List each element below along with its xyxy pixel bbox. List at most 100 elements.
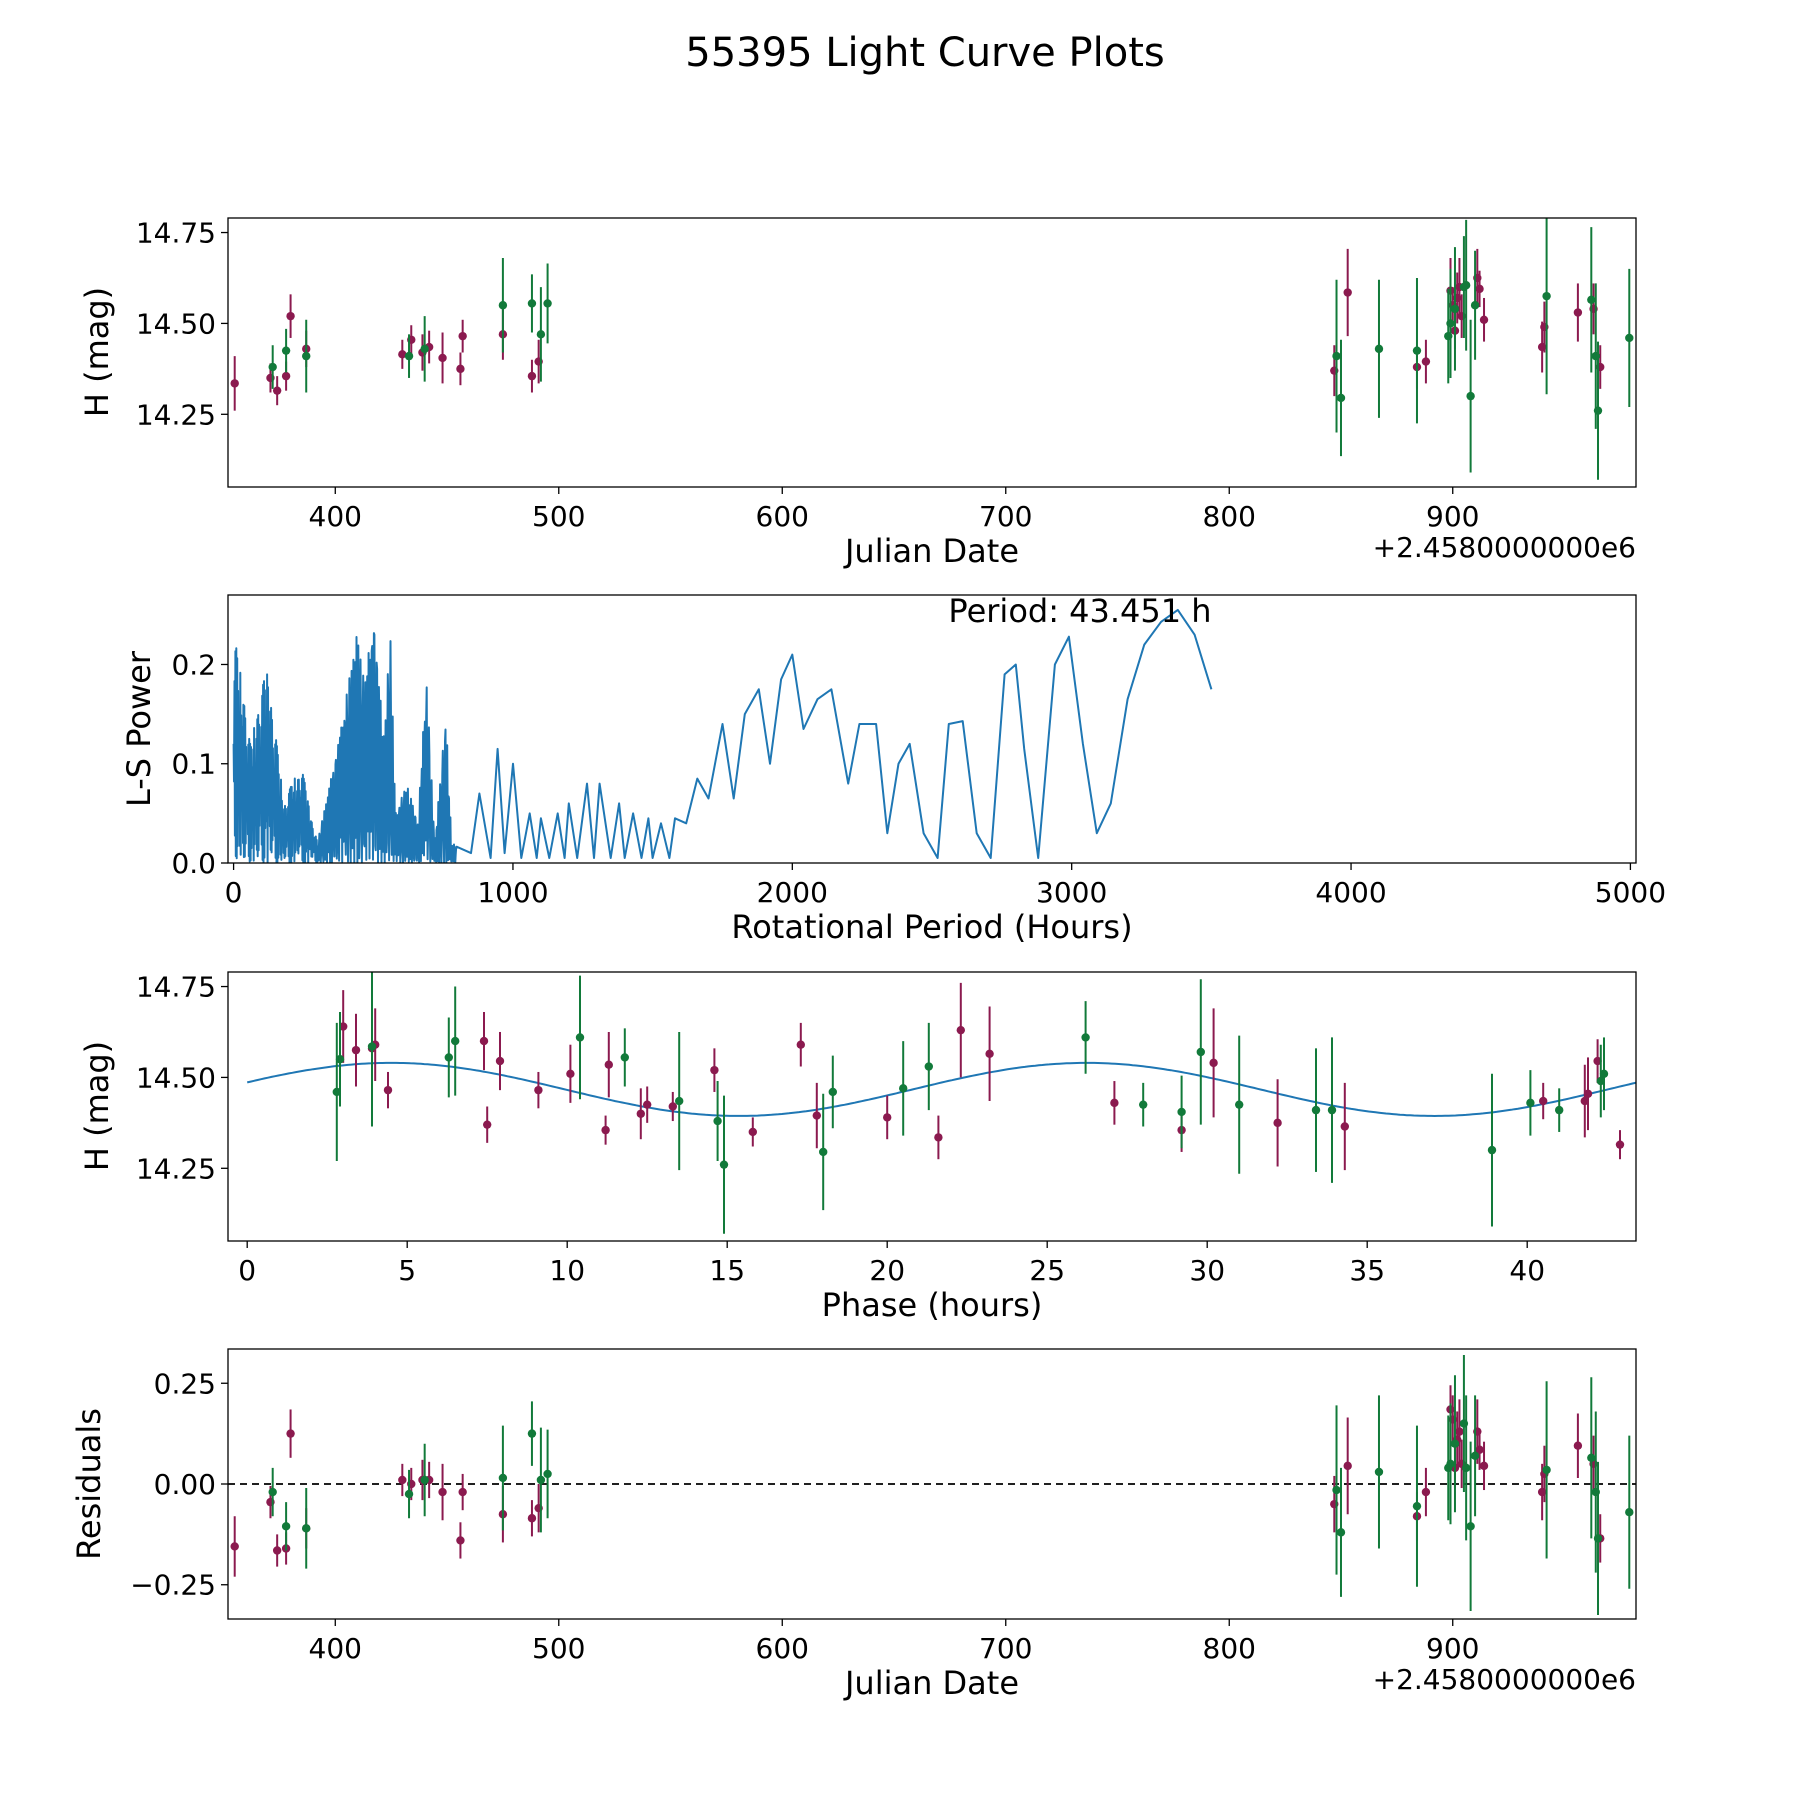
phase-fold-point-filter_b — [335, 1055, 345, 1064]
light-curve-point-filter_a — [281, 371, 291, 381]
light-curve-point-filter_b — [268, 362, 277, 372]
periodogram-x-tick-label: 3000 — [1036, 876, 1107, 909]
residuals-point-filter_b — [1461, 1463, 1471, 1473]
phase-fold-point-filter_b — [575, 1033, 585, 1042]
light-curve-axes-frame — [227, 217, 1637, 488]
residuals-point-filter_a — [1475, 1445, 1484, 1454]
residuals-point-filter_b — [1593, 1534, 1603, 1543]
light-curve-point-filter_a — [272, 386, 282, 395]
light-curve-point-filter_b — [1374, 344, 1384, 354]
phase-fold-x-tick-label: 5 — [398, 1254, 416, 1287]
residuals-y-label: Residuals — [70, 1408, 108, 1560]
residuals-point-filter_b — [302, 1524, 311, 1533]
residuals-point-filter_a — [456, 1536, 465, 1545]
phase-fold-point-filter_a — [956, 1025, 965, 1035]
phase-fold-ticks: 0 5 10 15 20 25 30 35 40 14.25 14.50 14.75 — [136, 971, 1545, 1287]
figure-title: 55395 Light Curve Plots — [685, 30, 1164, 76]
light-curve-point-filter_b — [543, 299, 552, 308]
residuals-point-filter_b — [1446, 1459, 1455, 1469]
phase-fold-point-filter_b — [1487, 1145, 1497, 1155]
phase-fold-point-filter_a — [1110, 1098, 1119, 1108]
light-curve-x-label: Julian Date — [843, 532, 1019, 570]
phase-fold-point-filter_a — [534, 1085, 543, 1095]
light-curve-panel: 400 500 600 700 800 900 14.25 14.50 14.75 Julian… — [78, 217, 1637, 570]
periodogram-x-tick-label: 5000 — [1595, 876, 1666, 909]
residuals-point-filter_b — [1470, 1451, 1480, 1460]
light-curve-point-filter_b — [1412, 346, 1422, 355]
phase-fold-point-filter_b — [713, 1116, 722, 1126]
residuals-data-layer — [228, 1355, 1636, 1615]
residuals-point-filter_a — [1421, 1487, 1431, 1497]
residuals-point-filter_b — [268, 1487, 277, 1497]
light-curve-point-filter_a — [1421, 357, 1431, 366]
phase-fold-x-tick-label: 40 — [1509, 1254, 1545, 1287]
light-curve-point-filter_b — [1450, 304, 1460, 314]
phase-fold-point-filter_a — [668, 1102, 677, 1111]
light-curve-point-filter_b — [281, 346, 291, 355]
residuals-point-filter_a — [438, 1487, 447, 1497]
light-curve-point-filter_b — [1470, 301, 1480, 310]
light-curve-x-tick-label: 800 — [1203, 500, 1256, 533]
light-curve-point-filter_b — [498, 301, 508, 310]
residuals-point-filter_b — [1336, 1528, 1346, 1537]
phase-fold-x-label: Phase (hours) — [822, 1286, 1043, 1324]
phase-fold-point-filter_a — [1273, 1118, 1282, 1128]
residuals-x-tick-label: 700 — [979, 1632, 1032, 1665]
phase-fold-model-curve — [246, 1061, 1636, 1118]
periodogram-y-tick-label: 0.1 — [171, 748, 216, 781]
light-curve-point-filter_a — [1475, 284, 1484, 294]
phase-fold-point-filter_b — [1235, 1100, 1244, 1109]
residuals-panel: 400 500 600 700 800 900 −0.25 0.00 0.25 Julian D… — [70, 1348, 1637, 1702]
residuals-point-filter_b — [1374, 1467, 1384, 1477]
phase-fold-point-filter_b — [1596, 1076, 1606, 1086]
residuals-x-tick-label: 900 — [1426, 1632, 1479, 1665]
light-curve-point-filter_a — [1343, 288, 1352, 297]
light-curve-point-filter_b — [1336, 393, 1346, 403]
residuals-point-filter_a — [1479, 1461, 1489, 1471]
light-curve-point-filter_b — [420, 344, 429, 354]
light-curve-point-filter_b — [527, 299, 537, 308]
periodogram-axes-frame — [227, 594, 1637, 864]
phase-fold-x-tick-label: 20 — [869, 1254, 905, 1287]
phase-fold-point-filter_a — [1539, 1096, 1548, 1106]
residuals-offset-text: +2.4580000000e6 — [1373, 1663, 1636, 1696]
light-curve-y-tick-label: 14.50 — [136, 307, 216, 340]
residuals-x-tick-label: 500 — [532, 1632, 585, 1665]
phase-fold-point-filter_b — [1139, 1100, 1148, 1109]
light-curve-point-filter_b — [1466, 391, 1475, 401]
phase-fold-point-filter_a — [710, 1065, 719, 1075]
residuals-point-filter_a — [1343, 1461, 1352, 1471]
phase-fold-point-filter_b — [819, 1147, 828, 1157]
phase-fold-point-filter_b — [367, 1042, 377, 1051]
phase-fold-point-filter_a — [812, 1111, 821, 1120]
residuals-point-filter_b — [281, 1522, 291, 1531]
phase-fold-point-filter_b — [1599, 1069, 1609, 1078]
light-curve-ticks: 400 500 600 700 800 900 14.25 14.50 14.75 — [136, 217, 1480, 533]
residuals-point-filter_b — [536, 1475, 546, 1485]
periodogram-ticks: 0 1000 2000 3000 4000 5000 0.0 0.1 0.2 — [171, 648, 1666, 909]
light-curve-point-filter_b — [1461, 281, 1471, 290]
residuals-point-filter_b — [498, 1473, 508, 1483]
phase-fold-point-filter_a — [483, 1120, 492, 1129]
residuals-point-filter_b — [1332, 1485, 1341, 1495]
phase-fold-data-layer — [246, 972, 1636, 1234]
phase-fold-point-filter_a — [985, 1049, 994, 1058]
light-curve-x-tick-label: 500 — [532, 500, 585, 533]
phase-fold-y-tick-label: 14.25 — [136, 1152, 216, 1185]
phase-fold-point-filter_a — [383, 1085, 393, 1095]
residuals-point-filter_b — [1450, 1439, 1460, 1448]
periodogram-x-tick-label: 4000 — [1315, 876, 1386, 909]
phase-fold-x-tick-label: 25 — [1029, 1254, 1065, 1287]
phase-fold-point-filter_b — [1196, 1047, 1206, 1057]
phase-fold-point-filter_b — [675, 1096, 684, 1106]
light-curve-point-filter_b — [536, 330, 546, 339]
phase-fold-point-filter_a — [604, 1060, 613, 1069]
residuals-point-filter_b — [404, 1489, 414, 1499]
residuals-point-filter_a — [527, 1514, 537, 1523]
phase-fold-point-filter_a — [643, 1100, 652, 1109]
periodogram-panel: 0 1000 2000 3000 4000 5000 0.0 0.1 0.2 Period: 4… — [120, 592, 1666, 946]
phase-fold-point-filter_b — [1526, 1098, 1535, 1108]
residuals-point-filter_b — [1412, 1501, 1422, 1511]
residuals-point-filter_a — [1455, 1427, 1464, 1436]
